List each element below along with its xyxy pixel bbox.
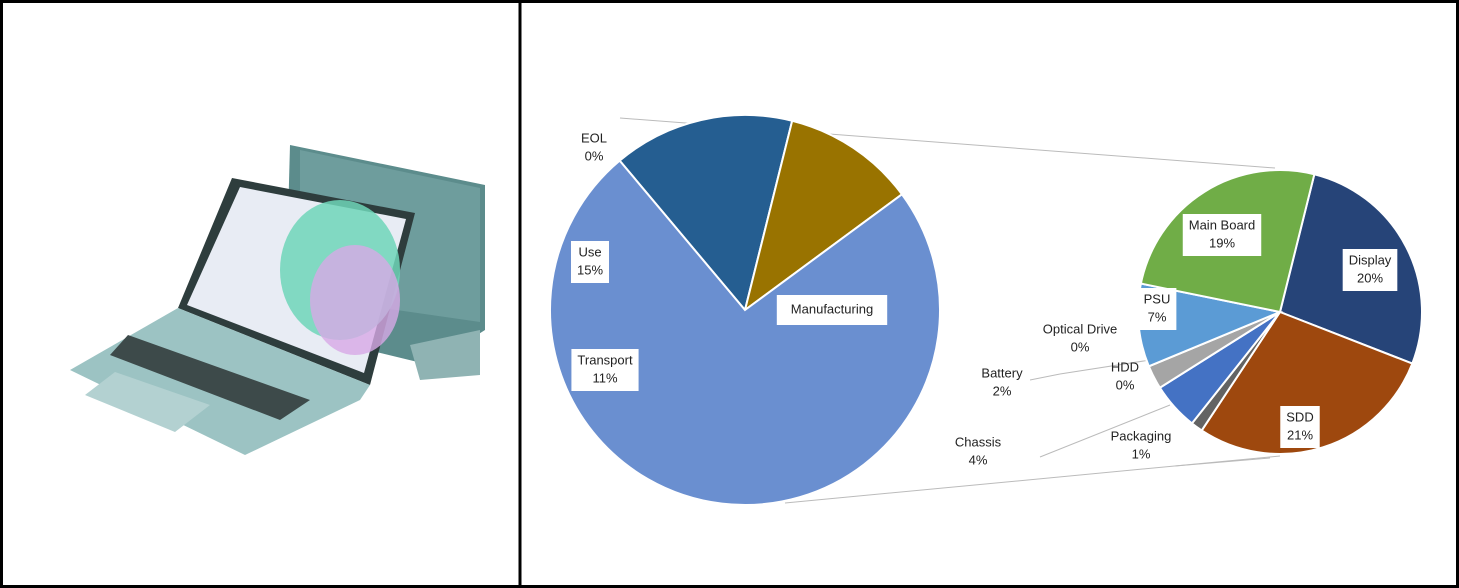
leader-line <box>1059 359 1151 375</box>
leader-line <box>1029 373 1061 381</box>
label-box <box>1342 249 1398 291</box>
slice-value-label: 21% <box>1287 427 1313 442</box>
slice-label: Chassis <box>955 434 1002 449</box>
slice-value-label: 7% <box>1148 309 1167 324</box>
slice-label: Packaging <box>1111 428 1172 443</box>
label-box <box>571 349 639 391</box>
laptop-touchpad <box>85 372 210 432</box>
label-box <box>776 295 888 325</box>
slice-label: EOL <box>581 130 607 145</box>
slice-label: Manufacturing <box>791 301 873 316</box>
label-box <box>1280 406 1320 448</box>
slice-label: HDD <box>1111 359 1139 374</box>
label-box <box>1137 288 1177 330</box>
slice-value-label: 1% <box>1132 446 1151 461</box>
slice-label: Display <box>1349 252 1392 267</box>
wallpaper-shape <box>310 245 400 355</box>
pie-slice <box>549 159 941 506</box>
slice-label: SDD <box>1286 409 1313 424</box>
laptop-back-base <box>410 330 480 380</box>
slice-label: Transport <box>577 352 633 367</box>
slice-value-label: 4% <box>969 452 988 467</box>
slice-value-label: 19% <box>1209 235 1235 250</box>
slice-value-label: 0% <box>1071 339 1090 354</box>
leader-line <box>1039 404 1171 458</box>
slice-label: Optical Drive <box>1043 321 1117 336</box>
slice-label: Use <box>578 244 601 259</box>
label-box <box>1182 214 1262 256</box>
slice-label: PSU <box>1144 291 1171 306</box>
slice-value-label: 11% <box>592 370 617 385</box>
label-box <box>570 241 610 283</box>
slice-value-label: 15% <box>577 262 603 277</box>
pie-slice <box>1200 310 1414 455</box>
leader-line <box>1174 457 1271 467</box>
laptop-photo <box>70 145 485 455</box>
slice-value-label: 20% <box>1357 270 1383 285</box>
slice-label: Battery <box>981 365 1023 380</box>
pie-slice <box>743 119 904 313</box>
slice-label: Main Board <box>1189 217 1255 232</box>
pie-slice <box>618 114 794 313</box>
slice-value-label: 0% <box>585 148 604 163</box>
laptop-keyboard <box>110 335 310 420</box>
slice-value-label: 2% <box>993 383 1012 398</box>
slice-value-label: 0% <box>1116 377 1135 392</box>
